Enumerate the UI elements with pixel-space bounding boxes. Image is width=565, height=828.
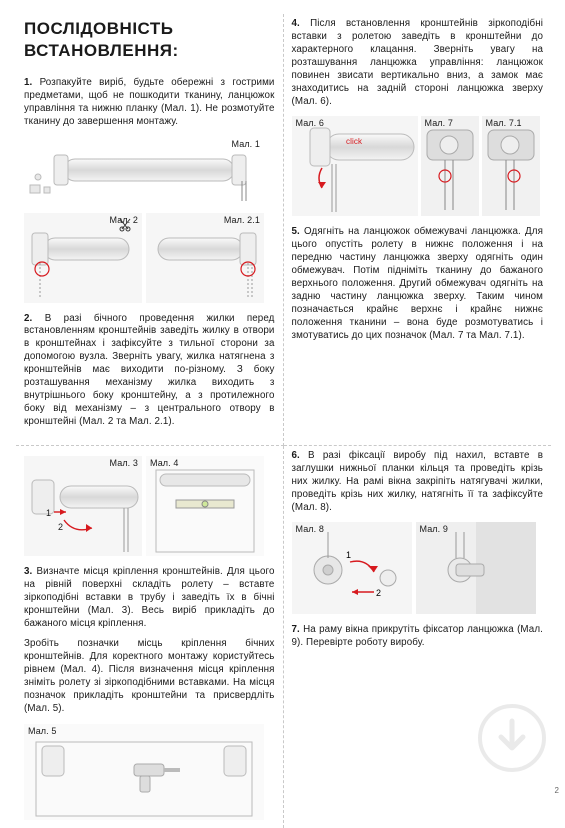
step-6-text: В разі фіксації виробу під нахил, вставт… [292, 450, 544, 513]
fig3-illustration: 2 1 [24, 456, 142, 556]
figure-3: Мал. 3 2 1 [24, 456, 142, 556]
page-title: ПОСЛІДОВНІСТЬ ВСТАНОВЛЕННЯ: [24, 18, 275, 63]
page-number: 2 [555, 786, 559, 795]
quadrant-2: 4. Після встановлення кронштейнів зіркоп… [284, 14, 552, 446]
figure-8-9-row: Мал. 8 1 2 Мал. 9 [292, 522, 544, 614]
fig3-label: Мал. 3 [110, 458, 138, 470]
fig6-label: Мал. 6 [296, 118, 324, 130]
step-1-text: Розпакуйте виріб, будьте обережні з гост… [24, 77, 275, 127]
step-4-text: Після встановлення кронштейнів зіркоподі… [292, 18, 544, 107]
step-3a-text: Визначте місця кріплення кронштейнів. Дл… [24, 566, 275, 629]
step-6: 6. В разі фіксації виробу під нахил, вст… [292, 450, 544, 515]
step-2: 2. В разі бічного проведення жилки перед… [24, 313, 275, 429]
step-1: 1. Розпакуйте виріб, будьте обережні з г… [24, 77, 275, 129]
fig4-illustration [146, 456, 264, 556]
figure-6: Мал. 6 click [292, 116, 418, 216]
fig2-label: Мал. 2 [110, 215, 138, 227]
svg-text:2: 2 [376, 588, 381, 598]
fig21-label: Мал. 2.1 [224, 215, 260, 227]
step-4: 4. Після встановлення кронштейнів зіркоп… [292, 18, 544, 108]
fig9-label: Мал. 9 [420, 524, 448, 536]
figure-8: Мал. 8 1 2 [292, 522, 412, 614]
fig71-label: Мал. 7.1 [486, 118, 522, 130]
fig8-label: Мал. 8 [296, 524, 324, 536]
step-7-num: 7. [292, 624, 300, 635]
fig1-label: Мал. 1 [232, 139, 260, 151]
step-5-num: 5. [292, 226, 300, 237]
fig7-illustration [421, 116, 479, 216]
fig71-illustration [482, 116, 540, 216]
svg-text:1: 1 [46, 508, 51, 518]
fig1-illustration [24, 137, 264, 207]
figure-9: Мал. 9 [416, 522, 536, 614]
quadrant-4: 6. В разі фіксації виробу під нахил, вст… [284, 446, 552, 828]
svg-text:1: 1 [346, 550, 351, 560]
click-label: click [346, 137, 363, 146]
figure-2: Мал. 2 [24, 213, 142, 303]
fig7-label: Мал. 7 [425, 118, 453, 130]
figure-4: Мал. 4 [146, 456, 264, 556]
figure-2-row: Мал. 2 Мал. 2.1 [24, 213, 275, 303]
step-6-num: 6. [292, 450, 300, 461]
figure-2-1: Мал. 2.1 [146, 213, 264, 303]
fig5-label: Мал. 5 [28, 726, 56, 738]
figure-7: Мал. 7 [421, 116, 479, 216]
step-5: 5. Одягніть на ланцюжок обмежувачі ланцю… [292, 226, 544, 342]
figure-3-4-row: Мал. 3 2 1 Мал. 4 [24, 456, 275, 556]
step-7-text: На раму вікна прикрутіть фіксатор ланцюж… [292, 624, 544, 648]
fig5-illustration [24, 724, 264, 820]
step-5-text: Одягніть на ланцюжок обмежувачі ланцюжка… [292, 226, 544, 340]
figure-5: Мал. 5 [24, 724, 264, 820]
step-4-num: 4. [292, 18, 300, 29]
svg-text:2: 2 [58, 522, 63, 532]
figure-1: Мал. 1 [24, 137, 264, 207]
step-2-text: В разі бічного проведення жилки перед вс… [24, 313, 275, 427]
quadrant-3: Мал. 3 2 1 Мал. 4 [16, 446, 284, 828]
figure-6-7-row: Мал. 6 click Мал. 7 [292, 116, 544, 216]
fig4-label: Мал. 4 [150, 458, 178, 470]
step-7: 7. На раму вікна прикрутіть фіксатор лан… [292, 624, 544, 650]
fig6-illustration: click [292, 116, 418, 216]
quadrant-1: ПОСЛІДОВНІСТЬ ВСТАНОВЛЕННЯ: 1. Розпакуйт… [16, 14, 284, 446]
step-3b: Зробіть позначки місць кріплення бічних … [24, 638, 275, 716]
step-3a: 3. Визначте місця кріплення кронштейнів.… [24, 566, 275, 631]
figure-7-1: Мал. 7.1 [482, 116, 540, 216]
